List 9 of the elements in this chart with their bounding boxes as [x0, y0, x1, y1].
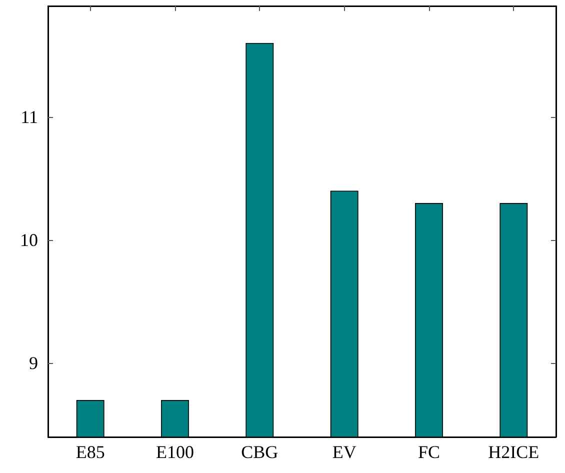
x-tick-label: EV [332, 442, 356, 462]
y-tick-label: 11 [20, 106, 38, 127]
x-tick-label: E85 [76, 442, 105, 462]
x-tick-label: E100 [156, 442, 194, 462]
y-tick-label: 10 [20, 230, 38, 250]
x-tick-label: FC [418, 442, 440, 462]
x-tick-label: CBG [241, 442, 278, 462]
x-tick-label: H2ICE [488, 442, 540, 462]
y-tick-label: 9 [29, 353, 38, 374]
